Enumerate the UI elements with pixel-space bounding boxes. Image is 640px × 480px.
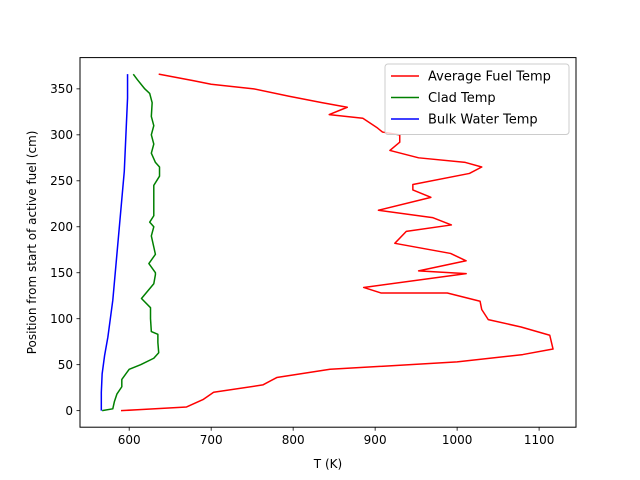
axes-frame xyxy=(79,57,577,428)
legend-label-1: Clad Temp xyxy=(428,91,496,106)
x-tick-label: 800 xyxy=(282,433,305,447)
y-tick-label: 200 xyxy=(50,220,73,234)
legend-label-0: Average Fuel Temp xyxy=(428,70,551,85)
legend-frame xyxy=(384,63,570,135)
x-tick-label: 700 xyxy=(200,433,223,447)
y-tick-label: 100 xyxy=(50,312,73,326)
y-tick-label: 300 xyxy=(50,128,73,142)
series-line-1 xyxy=(102,73,161,412)
x-tick-label: 1000 xyxy=(442,433,473,447)
axis-ticks: 600 700 800 900 1000 1100 0 50 100 150 200 250 300 35… xyxy=(50,82,554,447)
x-tick-label: 600 xyxy=(118,433,141,447)
y-tick-label: 50 xyxy=(58,358,73,372)
y-tick-label: 0 xyxy=(65,404,73,418)
series-lines xyxy=(100,73,554,412)
x-tick-label: 1100 xyxy=(524,433,555,447)
y-axis-label: Position from start of active fuel (cm) xyxy=(25,131,39,355)
legend-label-2: Bulk Water Temp xyxy=(428,113,538,128)
x-tick-label: 900 xyxy=(364,433,387,447)
legend: Average Fuel Temp Clad Temp Bulk Water Tem… xyxy=(384,63,570,135)
y-tick-label: 350 xyxy=(50,82,73,96)
series-line-0 xyxy=(120,73,554,412)
y-tick-label: 250 xyxy=(50,174,73,188)
series-line-2 xyxy=(100,74,129,411)
y-tick-label: 150 xyxy=(50,266,73,280)
x-axis-label: T (K) xyxy=(313,457,342,471)
